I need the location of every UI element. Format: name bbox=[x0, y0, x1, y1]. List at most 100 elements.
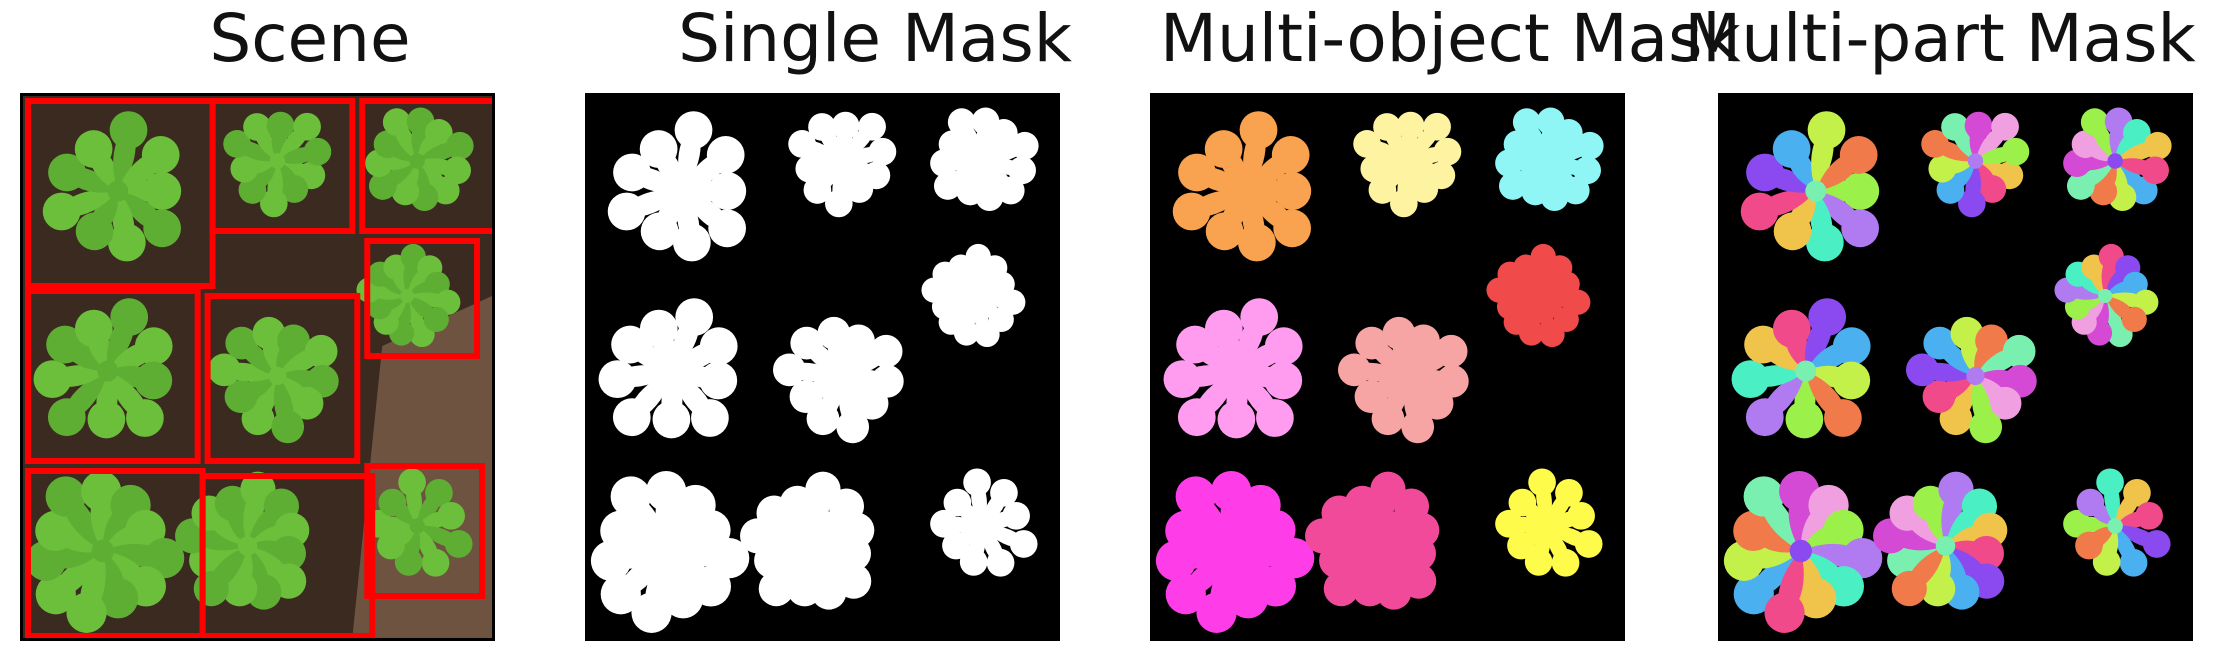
multi-object-leaf-blade bbox=[1177, 398, 1216, 437]
single-mask-leaf-blade bbox=[600, 574, 641, 615]
multi-object-leaf-blade bbox=[1554, 119, 1583, 147]
multi-part-mask-image bbox=[1718, 93, 2193, 641]
multi-object-plant-1 bbox=[1172, 111, 1312, 262]
scene-leaf-blade bbox=[238, 176, 267, 204]
multi-object-leaf-blade bbox=[1256, 399, 1294, 437]
multi-part-leaf-blade bbox=[1978, 175, 2007, 203]
scene-leaf-blade bbox=[252, 316, 286, 350]
multi-object-plant-8 bbox=[1305, 471, 1440, 610]
scene-leaf-blade bbox=[45, 476, 86, 517]
multi-object-leaf-blade bbox=[1337, 353, 1371, 387]
multi-object-leaf-blade bbox=[1433, 137, 1462, 166]
multi-object-leaf-blade bbox=[1401, 410, 1435, 444]
multi-part-leaf-blade bbox=[1772, 130, 1811, 168]
multi-object-leaf-blade bbox=[1573, 156, 1601, 185]
single-mask-leaf-blade bbox=[858, 112, 886, 141]
multi-object-leaf-blade bbox=[1503, 130, 1532, 159]
multi-part-leaf-blade bbox=[1733, 574, 1774, 615]
multi-part-leaf-blade bbox=[2080, 108, 2109, 136]
single-mask-leaf-blade bbox=[1008, 156, 1036, 185]
multi-part-leaf-blade bbox=[2089, 177, 2118, 206]
single-mask-leaf-blade bbox=[989, 119, 1018, 147]
multi-object-leaf-blade bbox=[1396, 111, 1425, 140]
multi-part-leaf-blade bbox=[1957, 189, 1986, 218]
scene-leaf-blade bbox=[277, 324, 310, 358]
scene-leaf-blade bbox=[373, 130, 402, 159]
multi-object-leaf-blade bbox=[1273, 209, 1312, 248]
multi-object-leaf-blade bbox=[1354, 380, 1388, 413]
scene-leaf-blade bbox=[42, 192, 81, 231]
single-mask-plant-7 bbox=[590, 471, 750, 633]
multi-object-plant-center bbox=[1539, 518, 1555, 534]
single-mask-leaf-blade bbox=[842, 324, 875, 358]
multi-object-plant-7 bbox=[1155, 471, 1315, 633]
multi-object-plant-5 bbox=[1163, 298, 1303, 439]
single-mask-leaf-blade bbox=[986, 548, 1015, 577]
multi-part-plant-6 bbox=[1905, 316, 2037, 444]
panel-single-mask: Single Mask bbox=[585, 0, 1155, 661]
single-mask-plant-2 bbox=[788, 111, 897, 218]
scene-plant-2 bbox=[223, 111, 332, 218]
multi-object-plant-center bbox=[1530, 289, 1545, 303]
multi-object-leaf-blade bbox=[1163, 360, 1202, 399]
scene-leaf-blade bbox=[443, 156, 471, 185]
bounding-box bbox=[209, 98, 356, 234]
bounding-box bbox=[24, 288, 201, 464]
multi-object-leaf-blade bbox=[1172, 192, 1211, 231]
multi-object-leaf-blade bbox=[1204, 309, 1243, 348]
multi-object-leaf-blade bbox=[1524, 548, 1553, 576]
multi-part-leaf-blade bbox=[1905, 353, 1939, 387]
multi-object-leaf-blade bbox=[1498, 172, 1527, 200]
multi-object-leaf-blade bbox=[1512, 108, 1541, 136]
scene-plant-center bbox=[400, 289, 415, 303]
multi-object-plant-center bbox=[1221, 539, 1245, 563]
multi-part-plant-7 bbox=[1723, 471, 1883, 633]
single-mask-leaf-blade bbox=[959, 548, 988, 576]
multi-part-leaf-blade bbox=[2002, 334, 2036, 368]
multi-part-leaf-blade bbox=[1795, 578, 1837, 619]
single-mask-leaf-blade bbox=[639, 309, 678, 348]
single-mask-leaf-blade bbox=[758, 570, 794, 607]
scene-plant-5 bbox=[33, 298, 173, 439]
single-mask-leaf-blade bbox=[831, 111, 860, 140]
multi-part-plant-center bbox=[2107, 518, 2123, 534]
single-mask-leaf-blade bbox=[790, 326, 824, 360]
scene-leaf-blade bbox=[271, 410, 305, 444]
multi-part-leaf-blade bbox=[2066, 172, 2095, 200]
scene-leaf-blade bbox=[391, 177, 420, 206]
single-mask-image bbox=[585, 93, 1060, 641]
multi-part-leaf-blade bbox=[1832, 361, 1871, 400]
multi-part-plant-center bbox=[1795, 360, 1817, 382]
multi-part-leaf-blade bbox=[2063, 509, 2091, 538]
single-mask-leaf-blade bbox=[612, 398, 651, 437]
scene-leaf-blade bbox=[225, 326, 259, 360]
multi-object-plant-6 bbox=[1337, 316, 1469, 444]
multi-part-plant-9 bbox=[2063, 468, 2171, 577]
single-mask-plant-center bbox=[974, 518, 990, 534]
multi-part-leaf-blade bbox=[1745, 398, 1784, 437]
multi-part-leaf-blade bbox=[2076, 488, 2105, 517]
scene-leaf-blade bbox=[223, 130, 251, 158]
scene-leaf-blade bbox=[293, 112, 321, 141]
multi-object-plant-center bbox=[1237, 180, 1259, 202]
multi-part-plant-center bbox=[1789, 539, 1813, 563]
scene-leaf-blade bbox=[143, 172, 182, 210]
single-mask-leaf-blade bbox=[868, 137, 897, 166]
multi-part-plant-center bbox=[1966, 366, 1985, 386]
multi-part-plant-2 bbox=[1921, 111, 2030, 218]
scene-leaf-blade bbox=[303, 137, 332, 166]
multi-part-leaf-blade bbox=[1964, 111, 1993, 140]
scene-leaf-blade bbox=[134, 361, 173, 400]
scene-leaf-blade bbox=[141, 136, 180, 174]
scene-leaf-blade bbox=[74, 309, 113, 348]
scene-leaf-blade bbox=[126, 399, 164, 437]
multi-object-plant-center bbox=[1398, 366, 1417, 386]
scene-leaf-blade bbox=[421, 548, 450, 577]
multi-part-leaf-blade bbox=[1733, 510, 1774, 551]
single-mask-leaf-blade bbox=[772, 353, 806, 387]
multi-part-plant-1 bbox=[1740, 111, 1880, 262]
multi-object-leaf-blade bbox=[1508, 488, 1537, 517]
single-mask-leaf-blade bbox=[996, 176, 1025, 205]
single-mask-plant-center bbox=[833, 366, 852, 386]
multi-object-leaf-blade bbox=[1495, 509, 1523, 538]
